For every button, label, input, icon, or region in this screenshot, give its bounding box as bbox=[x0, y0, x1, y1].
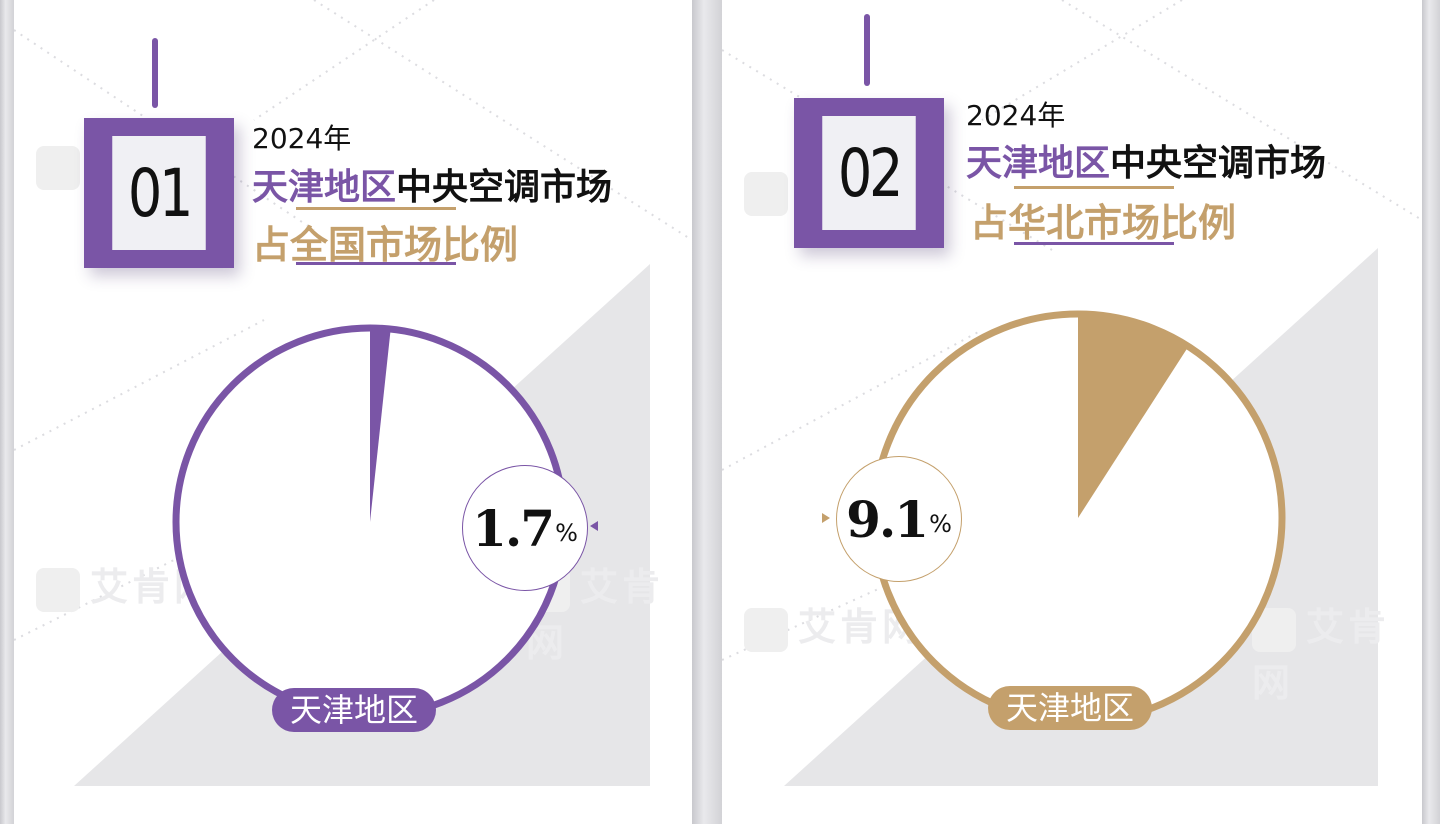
pie-slice-tianjin bbox=[1078, 314, 1189, 518]
title-rest: 中央空调市场 bbox=[396, 167, 613, 208]
title-rule bbox=[1014, 186, 1174, 189]
value-number: 1.7 bbox=[472, 498, 555, 558]
chart-panel-north: 艾肯网 艾肯网 艾肯网 02 2024年 天津地区中央空调市场 占华北市场比例 … bbox=[722, 0, 1422, 824]
title-highlight: 天津地区 bbox=[252, 167, 397, 208]
number-badge: 01 bbox=[84, 118, 234, 268]
watermark-mid-right: 艾肯网 bbox=[1252, 605, 1391, 705]
chart-title: 天津地区中央空调市场 bbox=[966, 134, 1326, 186]
right-edge-gutter bbox=[1422, 0, 1440, 824]
title-highlight: 天津地区 bbox=[966, 143, 1111, 184]
callout-pointer bbox=[822, 513, 830, 523]
title-rule bbox=[296, 207, 456, 210]
left-edge-gutter bbox=[0, 0, 14, 824]
chart-title: 天津地区中央空调市场 bbox=[252, 158, 612, 210]
chart-subtitle: 占全国市场比例 bbox=[252, 223, 519, 267]
chart-subtitle: 占华北市场比例 bbox=[970, 201, 1237, 245]
badge-number: 02 bbox=[822, 116, 916, 230]
subtitle-rule bbox=[1014, 242, 1174, 245]
badge-hanger bbox=[152, 38, 158, 108]
region-tag: 天津地区 bbox=[272, 688, 437, 732]
region-tag: 天津地区 bbox=[988, 686, 1153, 730]
value-callout: 1.7% bbox=[462, 465, 588, 591]
number-badge: 02 bbox=[794, 98, 944, 248]
badge-number: 01 bbox=[112, 136, 206, 250]
value-unit: % bbox=[555, 519, 578, 547]
panel-gutter bbox=[692, 0, 722, 824]
value-unit: % bbox=[929, 510, 952, 538]
pie-slice-tianjin bbox=[370, 328, 391, 522]
year-label: 2024年 bbox=[252, 122, 352, 155]
value-number: 9.1 bbox=[846, 489, 929, 549]
subtitle-rule bbox=[296, 262, 456, 265]
chart-panel-national: 艾肯网 艾肯网 艾肯网 01 2024年 天津地区中央空调市场 占全国市场比例 … bbox=[14, 0, 692, 824]
year-label: 2024年 bbox=[966, 99, 1066, 132]
callout-pointer bbox=[590, 521, 598, 531]
value-callout: 9.1% bbox=[836, 456, 962, 582]
badge-hanger bbox=[864, 14, 870, 86]
watermark-mid-left: 艾肯网 bbox=[744, 596, 924, 652]
title-rest: 中央空调市场 bbox=[1110, 143, 1327, 184]
